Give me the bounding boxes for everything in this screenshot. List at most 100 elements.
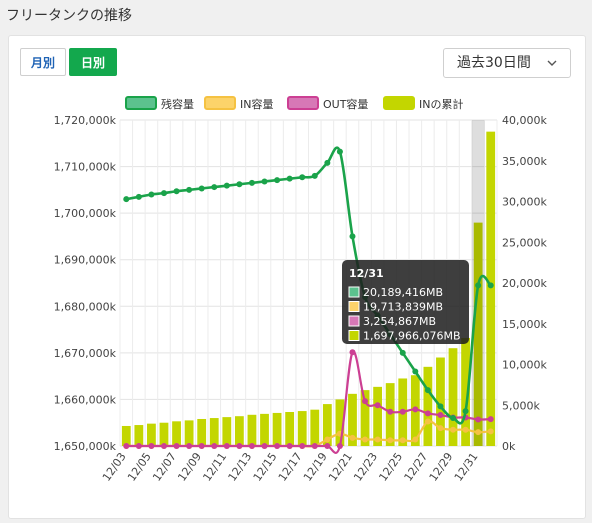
bar-in-cumulative <box>222 417 232 446</box>
y-right-tick-label: 35,000k <box>502 155 547 168</box>
x-tick-label: 12/03 <box>100 450 129 483</box>
legend-label: IN容量 <box>240 97 273 111</box>
bar-in-cumulative <box>448 348 458 446</box>
tooltip-value: 3,254,867MB <box>363 315 436 328</box>
x-tick-label: 12/05 <box>125 450 154 483</box>
bar-in-cumulative <box>159 422 169 446</box>
legend-label: OUT容量 <box>323 97 368 111</box>
tooltip-swatch <box>348 330 360 341</box>
y-left-tick-label: 1,680,000k <box>54 300 117 313</box>
point-残容量 <box>261 178 268 185</box>
point-残容量 <box>274 177 281 184</box>
point-IN容量 <box>487 428 494 435</box>
chart-card: 月別 日別 過去30日間 1,650,000k 1,660,000k 1,670,0… <box>8 35 586 519</box>
y-left-tick-label: 1,710,000k <box>54 161 117 174</box>
tooltip-box <box>342 260 469 344</box>
point-残容量 <box>123 196 130 203</box>
x-tick-label: 12/15 <box>251 450 280 483</box>
bar-in-cumulative <box>247 414 257 446</box>
x-tick-label: 12/27 <box>402 450 431 483</box>
point-IN容量 <box>374 436 381 443</box>
point-IN容量 <box>324 436 331 443</box>
y-left-tick-label: 1,670,000k <box>54 347 117 360</box>
bar-in-cumulative <box>272 412 282 446</box>
tooltip-swatch <box>348 301 360 312</box>
legend-label: INの累計 <box>419 97 463 111</box>
point-OUT容量 <box>211 443 218 449</box>
x-tick-label: 12/13 <box>226 450 255 483</box>
point-残容量 <box>211 184 218 191</box>
point-残容量 <box>437 403 444 410</box>
bar-in-cumulative <box>310 409 320 446</box>
x-tick-label: 12/19 <box>301 450 330 483</box>
point-残容量 <box>462 408 469 415</box>
point-OUT容量 <box>173 443 180 449</box>
point-OUT容量 <box>148 443 155 449</box>
point-OUT容量 <box>437 412 444 419</box>
x-tick-label: 12/31 <box>452 450 481 483</box>
x-tick-label: 12/29 <box>427 450 456 483</box>
bar-in-cumulative <box>473 222 483 446</box>
chevron-down-icon <box>546 49 558 87</box>
point-残容量 <box>349 233 356 240</box>
point-OUT容量 <box>336 443 343 449</box>
legend-swatch <box>383 96 415 110</box>
point-残容量 <box>223 182 230 189</box>
bar-in-cumulative <box>184 420 194 446</box>
y-left-tick-label: 1,720,000k <box>54 114 117 127</box>
bar-in-cumulative <box>348 393 357 446</box>
point-OUT容量 <box>248 443 255 449</box>
point-OUT容量 <box>374 402 381 409</box>
y-left-tick-label: 1,660,000k <box>54 393 117 406</box>
bar-in-cumulative <box>285 412 295 446</box>
point-OUT容量 <box>362 398 369 405</box>
bar-in-cumulative <box>134 425 144 446</box>
x-tick-label: 12/23 <box>351 450 380 483</box>
bar-in-cumulative <box>322 404 332 446</box>
bar-in-cumulative <box>373 386 383 446</box>
point-残容量 <box>299 174 306 181</box>
point-IN容量 <box>462 426 469 433</box>
y-right-tick-label: 30,000k <box>502 196 547 209</box>
point-OUT容量 <box>349 349 356 356</box>
point-OUT容量 <box>160 443 167 449</box>
bar-in-cumulative <box>121 425 131 446</box>
bar-in-cumulative <box>297 411 307 446</box>
y-right-tick-label: 5,000k <box>502 399 540 412</box>
point-IN容量 <box>437 425 444 432</box>
point-OUT容量 <box>387 408 394 415</box>
tooltip-value: 1,697,966,076MB <box>363 330 461 343</box>
point-OUT容量 <box>424 410 431 417</box>
x-tick-label: 12/11 <box>200 450 229 483</box>
point-OUT容量 <box>399 408 406 415</box>
point-OUT容量 <box>223 443 230 449</box>
legend-label: 残容量 <box>161 97 194 111</box>
point-残容量 <box>311 172 318 179</box>
point-IN容量 <box>450 426 457 433</box>
daily-toggle-button[interactable]: 日別 <box>69 48 117 76</box>
point-OUT容量 <box>236 443 243 449</box>
point-残容量 <box>198 185 205 192</box>
point-OUT容量 <box>261 443 268 449</box>
point-OUT容量 <box>299 443 306 449</box>
point-OUT容量 <box>324 443 331 449</box>
monthly-toggle-button[interactable]: 月別 <box>20 48 66 76</box>
point-残容量 <box>135 193 142 200</box>
y-left-tick-label: 1,650,000k <box>54 440 117 453</box>
point-残容量 <box>286 175 293 182</box>
bar-in-cumulative <box>423 366 433 446</box>
point-IN容量 <box>399 437 406 444</box>
point-残容量 <box>475 282 482 289</box>
point-残容量 <box>424 387 431 394</box>
point-OUT容量 <box>487 416 494 423</box>
point-残容量 <box>412 368 419 375</box>
point-OUT容量 <box>286 443 293 449</box>
x-tick-label: 12/09 <box>175 450 204 483</box>
point-残容量 <box>148 191 155 198</box>
period-select[interactable]: 過去30日間 <box>443 48 571 78</box>
point-OUT容量 <box>311 443 318 449</box>
point-OUT容量 <box>123 443 130 449</box>
point-残容量 <box>186 186 193 193</box>
tooltip-title: 12/31 <box>349 267 384 280</box>
point-IN容量 <box>362 436 369 443</box>
